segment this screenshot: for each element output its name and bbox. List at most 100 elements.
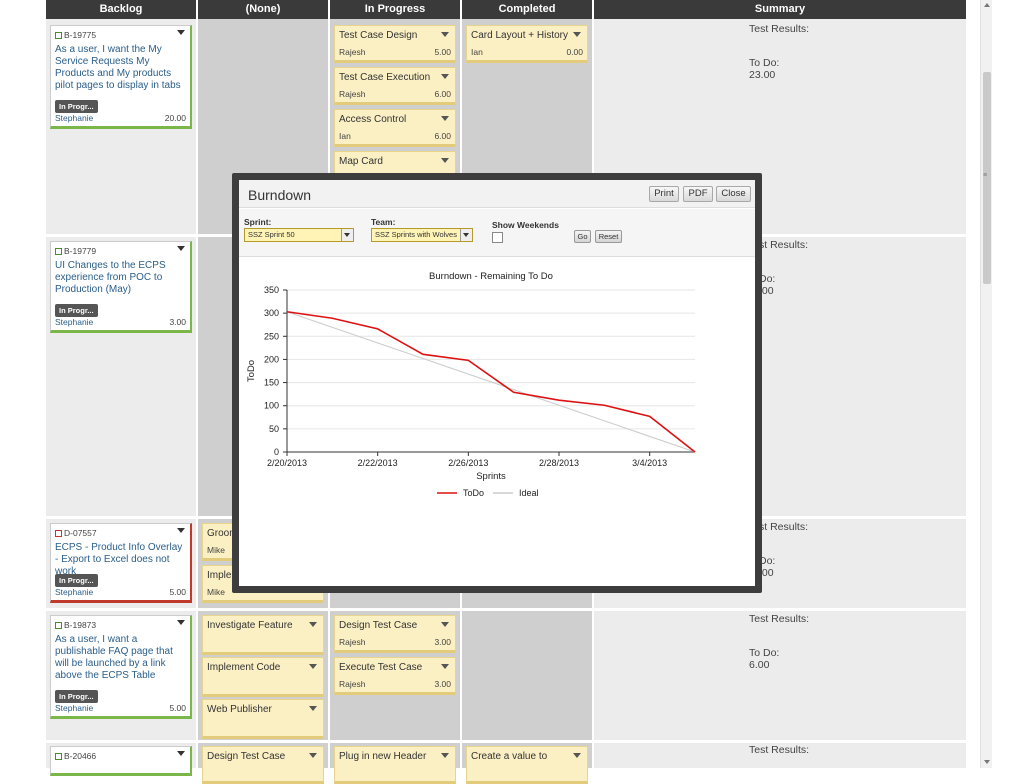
legend-label-todo: ToDo	[463, 488, 484, 498]
status-badge: In Progr...	[55, 304, 98, 317]
task-card[interactable]: Create a value to	[466, 746, 588, 784]
card-menu-icon[interactable]	[177, 30, 185, 35]
card-menu-icon[interactable]	[177, 528, 185, 533]
card-menu-icon[interactable]	[177, 620, 185, 625]
task-menu-icon[interactable]	[309, 753, 317, 758]
story-title[interactable]: As a user, I want the My Service Request…	[55, 44, 181, 91]
task-card[interactable]: Test Case Execution Rajesh 6.00	[334, 67, 456, 105]
task-hours: 6.00	[434, 131, 451, 141]
x-tick-label: 2/22/2013	[358, 458, 398, 468]
task-card[interactable]: Investigate Feature	[202, 615, 324, 655]
story-card[interactable]: B-20466	[50, 746, 192, 776]
task-menu-icon[interactable]	[573, 753, 581, 758]
go-button[interactable]: Go	[574, 230, 591, 243]
column-header-backlog[interactable]: Backlog	[46, 0, 196, 19]
y-tick-label: 300	[264, 308, 279, 318]
story-id: B-19779	[55, 246, 96, 256]
card-menu-icon[interactable]	[177, 246, 185, 251]
task-menu-icon[interactable]	[309, 622, 317, 627]
task-card[interactable]: Access Control Ian 6.00	[334, 109, 456, 147]
column-header-summary[interactable]: Summary	[594, 0, 966, 19]
task-menu-icon[interactable]	[441, 158, 449, 163]
card-menu-icon[interactable]	[177, 751, 185, 756]
task-card[interactable]: Plug in new Header	[334, 746, 456, 784]
chevron-down-icon[interactable]	[460, 229, 472, 241]
story-card[interactable]: B-19775 As a user, I want the My Service…	[50, 25, 192, 129]
team-select[interactable]: SSZ Sprints with Wolves	[371, 228, 473, 242]
print-button[interactable]: Print	[649, 186, 679, 202]
story-title[interactable]: As a user, I want a publishable FAQ page…	[55, 634, 173, 681]
task-name[interactable]: Create a value to	[471, 751, 548, 762]
task-menu-icon[interactable]	[309, 706, 317, 711]
scroll-down-icon[interactable]	[984, 760, 990, 764]
task-menu-icon[interactable]	[441, 116, 449, 121]
task-menu-icon[interactable]	[441, 753, 449, 758]
sprint-select[interactable]: SSZ Sprint 50	[244, 228, 354, 242]
story-title[interactable]: UI Changes to the ECPS experience from P…	[55, 260, 166, 295]
task-card[interactable]: Design Test Case Rajesh 3.00	[334, 615, 456, 653]
reset-button[interactable]: Reset	[595, 230, 622, 243]
status-badge: In Progr...	[55, 574, 98, 587]
scrollbar-thumb[interactable]	[983, 72, 991, 284]
task-name[interactable]: Access Control	[339, 114, 407, 125]
task-name[interactable]: Card Layout + History	[471, 30, 568, 41]
summary-cell: Test Results: To Do: 6.00	[749, 613, 809, 671]
task-menu-icon[interactable]	[441, 664, 449, 669]
task-name[interactable]: Execute Test Case	[339, 662, 423, 673]
x-tick-label: 2/20/2013	[267, 458, 307, 468]
test-results-label: st Results:	[759, 521, 809, 533]
task-owner: Ian	[471, 47, 483, 57]
vertical-scrollbar[interactable]: ≡	[980, 0, 992, 768]
close-button[interactable]: Close	[716, 186, 751, 202]
column-header-completed[interactable]: Completed	[462, 0, 592, 19]
defect-card[interactable]: D-07557 ECPS - Product Info Overlay - Ex…	[50, 523, 192, 603]
task-name[interactable]: Web Publisher	[207, 704, 272, 715]
task-menu-icon[interactable]	[441, 74, 449, 79]
story-icon	[55, 753, 62, 760]
scroll-up-icon[interactable]	[984, 3, 990, 7]
sprint-select-value: SSZ Sprint 50	[248, 230, 295, 239]
task-name[interactable]: Design Test Case	[339, 620, 418, 631]
task-name[interactable]: Design Test Case	[207, 751, 286, 762]
task-name[interactable]: Implement Code	[207, 662, 281, 673]
task-card[interactable]: Implement Code	[202, 657, 324, 697]
task-name[interactable]: Investigate Feature	[207, 620, 293, 631]
y-tick-label: 350	[264, 285, 279, 295]
chevron-down-icon[interactable]	[341, 229, 353, 241]
story-owner: Stephanie	[55, 703, 94, 713]
task-hours: 5.00	[434, 47, 451, 57]
story-id: B-19873	[55, 620, 96, 630]
story-card[interactable]: B-19873 As a user, I want a publishable …	[50, 615, 192, 719]
summary-cell: Test Results:	[749, 744, 809, 756]
x-tick-label: 2/26/2013	[448, 458, 488, 468]
task-card[interactable]: Execute Test Case Rajesh 3.00	[334, 657, 456, 695]
task-menu-icon[interactable]	[573, 32, 581, 37]
column-header-inprogress[interactable]: In Progress	[330, 0, 460, 19]
test-results-label: Test Results:	[749, 23, 810, 35]
task-name[interactable]: Groom	[207, 528, 238, 539]
task-name[interactable]: Test Case Execution	[339, 72, 431, 83]
pdf-button[interactable]: PDF	[683, 186, 713, 202]
test-results-label: Test Results:	[749, 744, 810, 756]
task-name[interactable]: Test Case Design	[339, 30, 418, 41]
todo-label: To Do:	[749, 57, 780, 69]
task-name[interactable]: Imple	[207, 570, 232, 581]
series-line-todo	[286, 310, 696, 453]
task-card[interactable]: Card Layout + History Ian 0.00	[466, 25, 588, 63]
task-menu-icon[interactable]	[441, 32, 449, 37]
story-points: 20.00	[164, 113, 186, 123]
story-id-text: B-19873	[64, 620, 97, 630]
task-menu-icon[interactable]	[309, 664, 317, 669]
task-card[interactable]: Test Case Design Rajesh 5.00	[334, 25, 456, 63]
task-card[interactable]: Web Publisher	[202, 699, 324, 739]
column-header-none[interactable]: (None)	[198, 0, 328, 19]
task-name[interactable]: Map Card	[339, 156, 383, 167]
dialog-header[interactable]: Burndown Print PDF Close	[239, 180, 755, 208]
show-weekends-checkbox[interactable]	[492, 232, 503, 243]
y-tick-label: 250	[264, 331, 279, 341]
story-card[interactable]: B-19779 UI Changes to the ECPS experienc…	[50, 241, 192, 333]
task-menu-icon[interactable]	[441, 622, 449, 627]
story-title[interactable]: ECPS - Product Info Overlay - Export to …	[55, 542, 183, 577]
task-name[interactable]: Plug in new Header	[339, 751, 427, 762]
task-card[interactable]: Design Test Case	[202, 746, 324, 784]
